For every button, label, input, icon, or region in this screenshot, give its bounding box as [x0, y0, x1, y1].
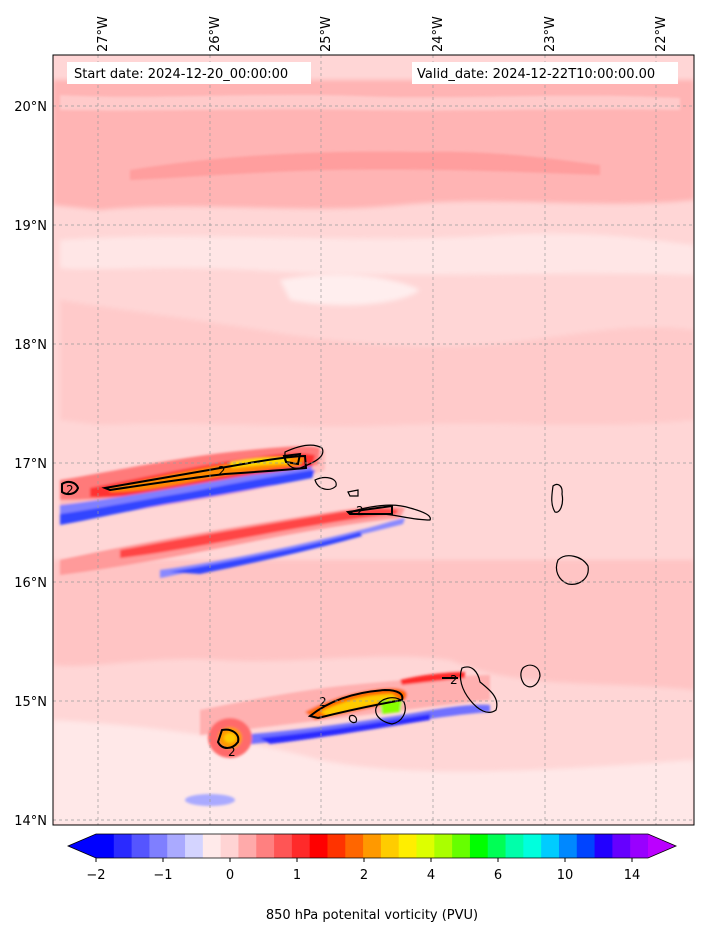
- colorbar-segment: [558, 834, 578, 858]
- island-santiago: [459, 666, 498, 713]
- colorbar-segment: [96, 834, 115, 858]
- colorbar-segment: [131, 834, 151, 858]
- colorbar-segment: [220, 834, 240, 858]
- contour-label: 2: [66, 483, 74, 497]
- colorbar-segment: [363, 834, 382, 858]
- colorbar-segment: [291, 834, 311, 858]
- colorbar-tick-label: 6: [494, 868, 502, 883]
- contour-labels: 2 2 2 2 2 2: [66, 464, 458, 759]
- colorbar-tick-label: 1: [293, 868, 301, 883]
- colorbar-segment: [594, 834, 613, 858]
- contour-label: 2: [319, 695, 327, 709]
- island-maio: [520, 664, 541, 688]
- lat-tick-label: 19°N: [14, 219, 47, 234]
- colorbar-ticks: −2 −1 0 1 2 4 6 10 14: [86, 858, 640, 883]
- colorbar-segment: [469, 834, 489, 858]
- valid-date-box: [412, 62, 678, 84]
- colorbar: −2 −1 0 1 2 4 6 10 14 850 hPa potenital …: [66, 833, 678, 923]
- colorbar-segment: [149, 834, 168, 858]
- latitude-tick-labels: 20°N 19°N 18°N 17°N 16°N 15°N 14°N: [14, 100, 47, 829]
- lon-tick-label: 25°W: [319, 16, 334, 52]
- colorbar-segment: [576, 834, 596, 858]
- colorbar-tick-label: 2: [360, 868, 368, 883]
- lon-tick-label: 24°W: [431, 16, 446, 52]
- lat-tick-label: 20°N: [14, 100, 47, 115]
- valid-date-label: Valid_date: 2024-12-22T10:00:00.00: [417, 67, 655, 82]
- lat-tick-label: 16°N: [14, 576, 47, 591]
- colorbar-title: 850 hPa potenital vorticity (PVU): [266, 908, 478, 923]
- longitude-tick-labels: 27°W 26°W 25°W 24°W 23°W 22°W: [96, 16, 669, 52]
- colorbar-under-arrow: [68, 834, 96, 858]
- island-fogo: [375, 697, 406, 725]
- colorbar-tick-label: 10: [557, 868, 574, 883]
- gridlines: [53, 55, 694, 825]
- colorbar-segment: [452, 834, 471, 858]
- colorbar-segment: [523, 834, 542, 858]
- colorbar-tick-label: 4: [427, 868, 435, 883]
- colorbar-segment: [505, 834, 524, 858]
- lon-tick-label: 23°W: [543, 16, 558, 52]
- start-date-box: [67, 62, 311, 84]
- pv-contours: [61, 452, 458, 749]
- colorbar-segment: [167, 834, 186, 858]
- colorbar-over-arrow: [648, 834, 676, 858]
- map-frame: [52, 54, 695, 826]
- lon-tick-label: 26°W: [208, 16, 223, 52]
- island-sao-vicente: [314, 476, 337, 490]
- colorbar-segment: [202, 834, 222, 858]
- colorbar-segment: [541, 834, 560, 858]
- colorbar-tick-label: −2: [86, 868, 105, 883]
- colorbar-segments: [96, 834, 649, 858]
- colorbar-segment: [487, 834, 507, 858]
- contour-label: 2: [356, 504, 364, 518]
- colorbar-segment: [327, 834, 346, 858]
- colorbar-segment: [345, 834, 364, 858]
- lon-tick-label: 27°W: [96, 16, 111, 52]
- colorbar-segment: [113, 834, 133, 858]
- lat-tick-label: 15°N: [14, 695, 47, 710]
- lat-tick-label: 14°N: [14, 814, 47, 829]
- contour-label: 2: [218, 464, 226, 478]
- colorbar-segment: [630, 834, 649, 858]
- colorbar-segment: [238, 834, 257, 858]
- colorbar-segment: [416, 834, 435, 858]
- island-santo-antao: [284, 444, 324, 469]
- colorbar-segment: [434, 834, 453, 858]
- colorbar-tick-label: 14: [624, 868, 641, 883]
- lat-tick-label: 18°N: [14, 338, 47, 353]
- lon-tick-label: 22°W: [654, 16, 669, 52]
- colorbar-segment: [398, 834, 418, 858]
- island-brava: [348, 714, 358, 724]
- colorbar-tick-label: −1: [153, 868, 172, 883]
- island-sal: [551, 483, 564, 513]
- coastlines: [284, 444, 589, 725]
- start-date-label: Start date: 2024-12-20_00:00:00: [74, 67, 288, 82]
- colorbar-segment: [274, 834, 293, 858]
- pv-field: 2 2 2 2 2 2: [53, 55, 694, 825]
- colorbar-segment: [309, 834, 329, 858]
- colorbar-segment: [380, 834, 400, 858]
- colorbar-segment: [612, 834, 631, 858]
- colorbar-tick-label: 0: [226, 868, 234, 883]
- colorbar-segment: [185, 834, 204, 858]
- colorbar-segment: [256, 834, 275, 858]
- island-santa-luzia: [347, 489, 359, 497]
- lat-tick-label: 17°N: [14, 457, 47, 472]
- contour-label: 2: [228, 745, 236, 759]
- island-boa-vista: [555, 555, 589, 585]
- island-sao-nicolau: [348, 504, 431, 521]
- contour-label: 2: [450, 673, 458, 687]
